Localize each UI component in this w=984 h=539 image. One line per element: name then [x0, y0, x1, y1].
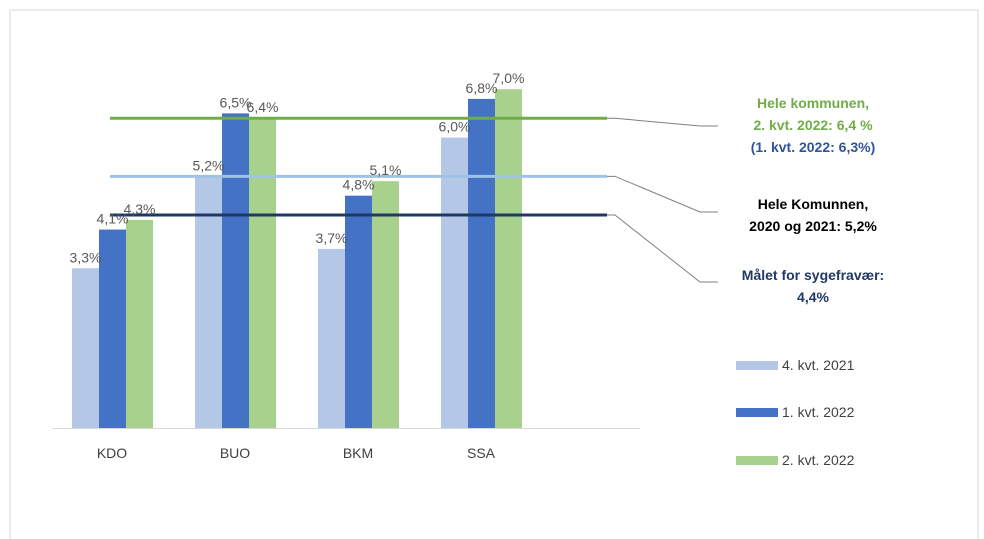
annotation-municipality-2022-line3: (1. kvt. 2022: 6,3%)	[750, 139, 876, 155]
data-label-buo-2-kvt-2022: 6,4%	[247, 99, 279, 115]
annotation-connector-3	[607, 214, 718, 283]
annotation-municipality-2020-2021: Hele Komunnen, 2020 og 2021: 5,2%	[700, 193, 926, 237]
reference-lines-layer	[110, 116, 607, 217]
legend-item-q2-2022: 2. kvt. 2022	[736, 450, 854, 470]
bars-layer	[72, 89, 522, 429]
bar-buo-2-kvt-2022	[249, 118, 276, 429]
legend-item-q4-2021: 4. kvt. 2021	[736, 355, 854, 375]
connectors-layer	[607, 117, 718, 283]
bar-buo-1-kvt-2022	[222, 113, 249, 429]
annotation-connector-2	[607, 175, 718, 213]
x-tick-label-ssa: SSA	[467, 445, 496, 461]
legend-swatch-q4-2021	[736, 360, 778, 370]
x-tick-label-buo: BUO	[220, 445, 250, 461]
annotation-connector-1	[607, 117, 718, 127]
data-label-bkm-4-kvt-2021: 3,7%	[316, 230, 348, 246]
annotation-target: Målet for sygefravær: 4,4%	[700, 264, 926, 308]
chart-border	[9, 9, 979, 539]
data-labels-layer: 3,3% 4,1%4,3% 5,2% 6,5%6,4% 3,7% 4,8%5,1% 6,0%…	[70, 70, 525, 265]
data-label-bkm-1-kvt-2022: 4,8%	[343, 177, 375, 193]
x-tick-label-bkm: BKM	[343, 445, 373, 461]
bar-bkm-1-kvt-2022	[345, 195, 372, 428]
legend-label-q4-2021: 4. kvt. 2021	[782, 357, 855, 373]
data-label-kdo-4-kvt-2021: 3,3%	[70, 249, 102, 265]
legend-item-q1-2022: 1. kvt. 2022	[736, 402, 854, 422]
data-label-ssa-4-kvt-2021: 6,0%	[439, 119, 471, 135]
legend-label-q2-2022: 2. kvt. 2022	[782, 452, 855, 468]
data-label-bkm-2-kvt-2022: 5,1%	[370, 162, 402, 178]
data-label-buo-4-kvt-2021: 5,2%	[193, 157, 225, 173]
legend-swatch-q2-2022	[736, 455, 778, 465]
legend-swatch-q1-2022	[736, 407, 778, 417]
data-label-ssa-1-kvt-2022: 6,8%	[466, 80, 498, 96]
data-label-kdo-1-kvt-2022: 4,1%	[97, 211, 129, 227]
data-label-ssa-2-kvt-2022: 7,0%	[493, 70, 525, 86]
annotation-target-line1: Målet for sygefravær:	[741, 267, 885, 283]
legend-label-q1-2022: 1. kvt. 2022	[782, 404, 855, 420]
annotation-municipality-2020-2021-line1: Hele Komunnen,	[757, 196, 869, 212]
data-label-buo-1-kvt-2022: 6,5%	[220, 94, 252, 110]
annotation-target-line2: 4,4%	[797, 289, 829, 305]
bar-bkm-4-kvt-2021	[318, 248, 345, 428]
bar-kdo-4-kvt-2021	[72, 268, 99, 428]
data-label-kdo-2-kvt-2022: 4,3%	[124, 201, 156, 217]
bar-kdo-1-kvt-2022	[99, 229, 126, 428]
bar-ssa-2-kvt-2022	[495, 89, 522, 428]
bar-buo-4-kvt-2021	[195, 176, 222, 428]
annotation-municipality-2022-line1: Hele kommunen,	[756, 95, 870, 111]
annotation-municipality-2020-2021-line2: 2020 og 2021: 5,2%	[749, 218, 877, 234]
bar-ssa-1-kvt-2022	[468, 98, 495, 428]
x-tick-label-kdo: KDO	[97, 445, 127, 461]
bar-bkm-2-kvt-2022	[372, 181, 399, 428]
annotation-municipality-2022: Hele kommunen, 2. kvt. 2022: 6,4 % (1. k…	[700, 92, 926, 158]
bar-kdo-2-kvt-2022	[126, 219, 153, 428]
annotation-municipality-2022-line2: 2. kvt. 2022: 6,4 %	[753, 117, 873, 133]
bar-ssa-4-kvt-2021	[441, 137, 468, 428]
x-axis-layer: KDO BUO BKM SSA	[52, 428, 640, 461]
